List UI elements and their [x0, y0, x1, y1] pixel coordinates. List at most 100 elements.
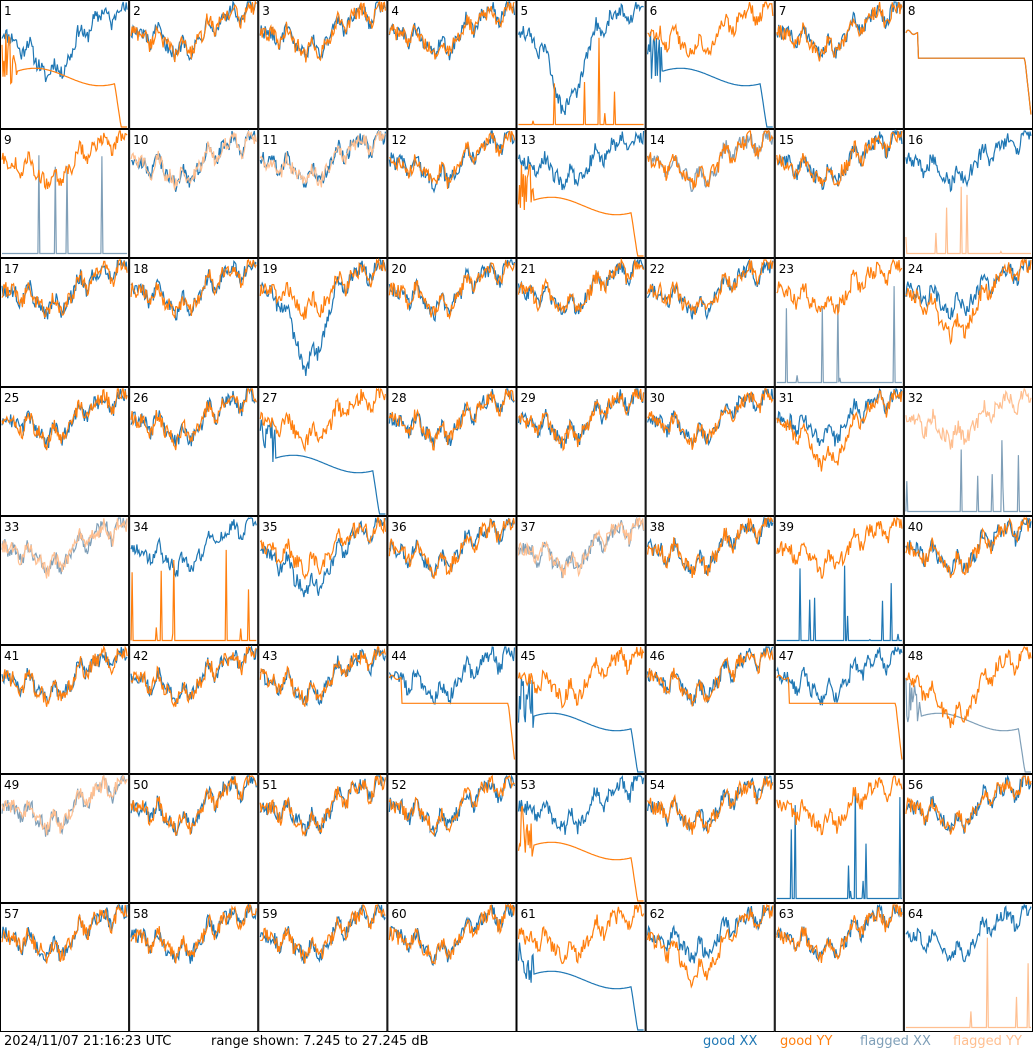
- panel-number: 22: [650, 262, 665, 276]
- panel-24: 24: [903, 258, 1033, 387]
- panel-frame: [129, 903, 259, 1032]
- panel-number: 49: [4, 778, 19, 792]
- panel-frame: [387, 0, 517, 129]
- panel-23: 23: [774, 258, 904, 387]
- series-yy: [130, 903, 257, 964]
- panel-number: 24: [908, 262, 923, 276]
- panel-frame: [0, 258, 130, 387]
- panel-number: 38: [650, 520, 665, 534]
- series-xx: [776, 903, 903, 962]
- panel-frame: [387, 774, 517, 903]
- series-yy: [259, 387, 386, 453]
- panel-31: 31: [774, 387, 904, 516]
- panel-frame: [774, 387, 904, 516]
- panel-47: 47: [774, 645, 904, 774]
- panel-46: 46: [645, 645, 775, 774]
- series-yy: [905, 937, 1031, 1029]
- series-yy: [518, 388, 645, 452]
- panel-28: 28: [387, 387, 517, 516]
- panel-48: 48: [903, 645, 1033, 774]
- panel-34: 34: [129, 516, 259, 645]
- panel-49: 49: [0, 774, 130, 903]
- panel-number: 39: [779, 520, 794, 534]
- panel-frame: [645, 774, 775, 903]
- series-xx: [647, 904, 774, 964]
- panel-53: 53: [516, 774, 646, 903]
- panel-2: 2: [129, 0, 259, 129]
- series-yy: [776, 258, 903, 316]
- panel-59: 59: [258, 903, 388, 1032]
- series-yy: [130, 130, 257, 191]
- series-yy: [1, 388, 128, 451]
- panel-64: 64: [903, 903, 1033, 1032]
- panel-frame: [129, 516, 259, 645]
- panel-54: 54: [645, 774, 775, 903]
- series-xx: [517, 942, 644, 1031]
- panel-number: 19: [262, 262, 277, 276]
- series-yy: [517, 646, 645, 709]
- panel-62: 62: [645, 903, 775, 1032]
- panel-number: 53: [521, 778, 536, 792]
- panel-number: 26: [133, 391, 148, 405]
- panel-frame: [387, 903, 517, 1032]
- panel-1: 1: [0, 0, 130, 129]
- series-yy: [776, 1, 903, 62]
- series-xx: [905, 259, 1032, 321]
- series-yy: [259, 130, 386, 188]
- series-xx: [130, 517, 257, 578]
- panel-frame: [387, 387, 517, 516]
- panel-frame: [387, 129, 517, 258]
- panel-8: 8: [903, 0, 1033, 129]
- panel-36: 36: [387, 516, 517, 645]
- panel-number: 21: [521, 262, 536, 276]
- panel-frame: [645, 258, 775, 387]
- panel-6: 6: [645, 0, 775, 129]
- panel-frame: [903, 0, 1033, 129]
- series-xx: [517, 258, 645, 316]
- panel-frame: [903, 129, 1033, 258]
- panel-number: 60: [391, 907, 406, 921]
- panel-frame: [645, 129, 775, 258]
- range-shown: range shown: 7.245 to 27.245 dB: [211, 1034, 429, 1049]
- series-xx: [130, 259, 257, 321]
- panel-11: 11: [258, 129, 388, 258]
- panel-61: 61: [516, 903, 646, 1032]
- panel-number: 3: [262, 4, 270, 18]
- panel-frame: [516, 258, 646, 387]
- series-xx: [776, 128, 903, 191]
- panel-9: 9: [0, 129, 130, 258]
- panel-number: 4: [391, 4, 399, 18]
- series-yy: [1, 518, 128, 579]
- series-yy: [647, 258, 774, 316]
- series-xx: [905, 130, 1032, 193]
- panel-frame: [258, 387, 388, 516]
- panel-56: 56: [903, 774, 1033, 903]
- series-yy: [1, 644, 128, 707]
- panel-29: 29: [516, 387, 646, 516]
- series-xx: [776, 565, 902, 642]
- panel-number: 15: [779, 133, 794, 147]
- panel-51: 51: [258, 774, 388, 903]
- panel-63: 63: [774, 903, 904, 1032]
- panel-frame: [774, 774, 904, 903]
- panel-number: 55: [779, 778, 794, 792]
- panel-number: 23: [779, 262, 794, 276]
- panel-number: 27: [262, 391, 277, 405]
- panel-frame: [774, 258, 904, 387]
- panel-number: 11: [262, 133, 277, 147]
- legend-good-yy: good YY: [780, 1034, 833, 1049]
- panel-number: 35: [262, 520, 277, 534]
- panel-number: 58: [133, 907, 148, 921]
- series-yy: [1, 903, 128, 964]
- panel-frame: [129, 0, 259, 129]
- series-xx: [1, 517, 128, 575]
- panel-number: 28: [391, 391, 406, 405]
- panel-number: 2: [133, 4, 141, 18]
- panel-number: 25: [4, 391, 19, 405]
- panel-33: 33: [0, 516, 130, 645]
- panel-55: 55: [774, 774, 904, 903]
- series-yy: [388, 259, 516, 320]
- series-xx: [259, 647, 386, 707]
- panel-number: 34: [133, 520, 148, 534]
- panel-44: 44: [387, 645, 517, 774]
